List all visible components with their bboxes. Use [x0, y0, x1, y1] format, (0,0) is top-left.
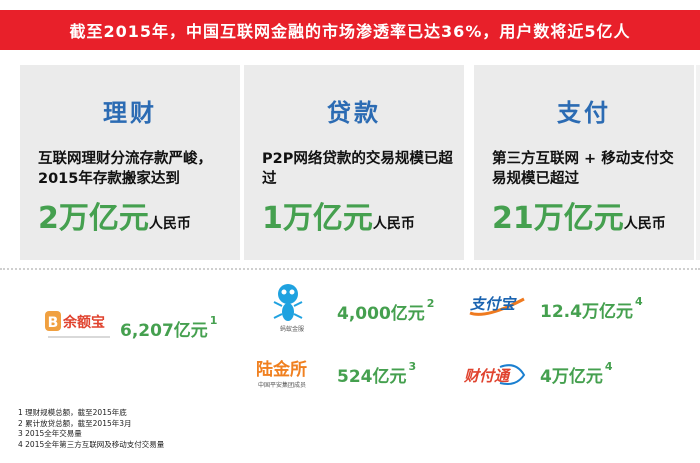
card-figure: 2万亿元人民币 — [38, 193, 234, 237]
stat-note: 2 — [426, 297, 435, 310]
svg-text:陆金所: 陆金所 — [256, 359, 307, 380]
svg-text:余额宝: 余额宝 — [62, 314, 105, 331]
stat-value: 4,000亿元 — [337, 304, 425, 324]
svg-text:支付宝: 支付宝 — [470, 295, 517, 313]
footnote-item: 3 2015全年交易量 — [18, 429, 82, 438]
tenpay-logo-mark: 财付通 — [463, 364, 526, 385]
tenpay-logo: 财付通 — [460, 359, 528, 391]
figure-unit: 人民币 — [148, 216, 191, 232]
dotted-divider — [0, 268, 700, 270]
figure-unit: 人民币 — [623, 216, 666, 232]
stat-note: 4 — [604, 360, 613, 373]
alipay-stat: 12.4万亿元4 — [540, 295, 643, 322]
stat-note: 1 — [209, 314, 218, 327]
lufax-logo: 陆金所 中国平安集团成员 — [252, 355, 328, 391]
card-figure: 1万亿元人民币 — [262, 193, 458, 237]
footnote-item: 4 2015全年第三方互联网及移动支付交易量 — [18, 439, 165, 449]
tenpay-stat: 4万亿元4 — [540, 360, 613, 387]
yuebao-logo-mark: B 余额宝 — [45, 311, 110, 338]
yuebao-stat: 6,207亿元1 — [120, 314, 218, 341]
yuebao-logo: B 余额宝 — [44, 308, 114, 342]
card-title: 贷款 — [327, 99, 381, 127]
figure-value: 2万亿元 — [38, 201, 149, 236]
card-title: 支付 — [557, 99, 611, 127]
card-wealth-management: 理财 互联网理财分流存款严峻，2015年存款搬家达到 2万亿元人民币 — [20, 65, 240, 260]
category-cards: 理财 互联网理财分流存款严峻，2015年存款搬家达到 2万亿元人民币 贷款 P2… — [0, 65, 700, 270]
svg-text:中国平安集团成员: 中国平安集团成员 — [258, 381, 306, 389]
footnote-item: 2 累计放贷总额，截至2015年3月 — [18, 418, 132, 428]
card-description: 互联网理财分流存款严峻，2015年存款搬家达到 — [38, 151, 212, 187]
stat-value: 524亿元 — [337, 367, 407, 387]
figure-value: 1万亿元 — [262, 201, 373, 236]
stat-note: 3 — [408, 360, 417, 373]
card-description: 第三方互联网 + 移动支付交易规模已超过 — [492, 151, 674, 187]
lufax-logo-mark: 陆金所 中国平安集团成员 — [256, 359, 307, 389]
stat-value: 4万亿元 — [540, 367, 603, 387]
ant-financial-logo: 蚂蚁金服 — [262, 280, 322, 334]
headline-text: 截至2015年，中国互联网金融的市场渗透率已达36%，用户数将近5亿人 — [69, 22, 631, 41]
figure-unit: 人民币 — [372, 216, 415, 232]
card-title: 理财 — [103, 99, 157, 127]
alipay-logo: 支付宝 — [466, 289, 532, 321]
figure-value: 21万亿元 — [492, 201, 624, 236]
headline-banner: 截至2015年，中国互联网金融的市场渗透率已达36%，用户数将近5亿人 — [0, 10, 700, 50]
ant-icon: 蚂蚁金服 — [273, 284, 304, 333]
card-payments: 支付 第三方互联网 + 移动支付交易规模已超过 21万亿元人民币 — [474, 65, 694, 260]
card-loans: 贷款 P2P网络贷款的交易规模已超过 1万亿元人民币 — [244, 65, 464, 260]
stat-note: 4 — [634, 295, 643, 308]
footnote-item: 1 理财规模总额，截至2015年底 — [18, 408, 127, 417]
stat-value: 12.4万亿元 — [540, 302, 633, 322]
card-description: P2P网络贷款的交易规模已超过 — [262, 151, 453, 187]
stat-value: 6,207亿元 — [120, 321, 208, 341]
alipay-logo-mark: 支付宝 — [469, 295, 525, 316]
svg-text:B: B — [48, 315, 59, 331]
card-figure: 21万亿元人民币 — [492, 193, 688, 237]
svg-text:财付通: 财付通 — [463, 367, 512, 385]
svg-text:蚂蚁金服: 蚂蚁金服 — [280, 325, 304, 333]
lufax-stat: 524亿元3 — [337, 360, 417, 387]
ant-financial-stat: 4,000亿元2 — [337, 297, 435, 324]
card-edge-shade — [696, 65, 700, 260]
footnotes: 1 理财规模总额，截至2015年底 2 累计放贷总额，截至2015年3月 3 2… — [18, 408, 164, 450]
